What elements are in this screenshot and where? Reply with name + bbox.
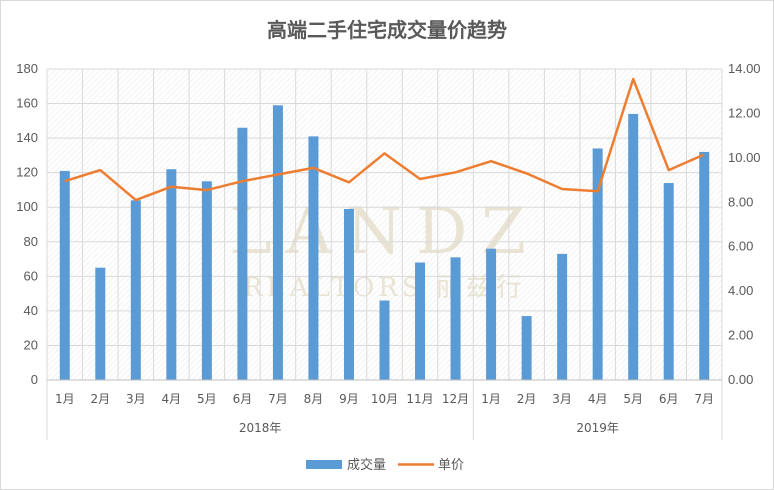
bar-series	[59, 105, 710, 381]
bar	[379, 300, 390, 380]
y-left-tick-label: 20	[24, 337, 38, 352]
bar	[592, 148, 603, 380]
y-left-tick-label: 100	[16, 199, 38, 214]
y-left-tick-label: 0	[31, 372, 38, 387]
y-left-tick-label: 60	[24, 268, 38, 283]
bar	[450, 257, 461, 380]
axes: 0 20 40 60 80 100 120 140 160 180 0.00 2.00 4.00 6.00…	[16, 61, 761, 440]
bar	[166, 169, 177, 380]
bar	[95, 267, 106, 380]
x-tick-label: 4月	[588, 392, 608, 406]
y-left-tick-label: 80	[24, 234, 38, 249]
x-tick-label: 6月	[233, 392, 253, 406]
y-left-tick-label: 40	[24, 303, 38, 318]
y-right-tick-label: 12.00	[728, 105, 761, 120]
x-tick-label: 2月	[517, 392, 537, 406]
x-tick-label: 11月	[406, 392, 433, 406]
x-tick-label: 1月	[481, 392, 501, 406]
bar	[699, 151, 710, 380]
x-tick-label: 1月	[55, 392, 75, 406]
bar	[486, 248, 497, 380]
bar	[237, 127, 248, 380]
line-series	[64, 77, 705, 202]
watermark-sub: REALTORS 丽兹行	[243, 273, 526, 303]
x-tick-label: 7月	[268, 392, 288, 406]
legend: 成交量 单价	[306, 457, 464, 473]
bar	[59, 170, 70, 380]
bar	[415, 262, 426, 380]
x-tick-label: 7月	[694, 392, 714, 406]
legend-label: 成交量	[347, 457, 386, 473]
price-line	[64, 77, 705, 202]
legend-label: 单价	[438, 458, 464, 473]
bar	[308, 136, 319, 380]
bar	[628, 113, 639, 380]
y-right-tick-label: 8.00	[728, 194, 753, 209]
y-right-tick-label: 10.00	[728, 150, 761, 165]
y-right-tick-label: 14.00	[728, 61, 761, 76]
x-group-label: 2018年	[239, 421, 282, 435]
bar	[557, 253, 568, 380]
x-tick-label: 2月	[90, 392, 110, 406]
y-right-tick-label: 0.00	[728, 372, 753, 387]
bar	[521, 316, 532, 380]
x-tick-label: 5月	[197, 392, 217, 406]
y-right-tick-label: 4.00	[728, 283, 753, 298]
x-tick-label: 9月	[339, 392, 359, 406]
x-tick-label: 5月	[623, 392, 643, 406]
y-left-tick-label: 180	[16, 61, 38, 76]
bar	[343, 208, 354, 380]
x-tick-label: 6月	[659, 392, 679, 406]
x-tick-label: 3月	[126, 392, 146, 406]
y-left-tick-label: 160	[16, 96, 38, 111]
x-tick-label: 3月	[552, 392, 572, 406]
bar	[130, 200, 141, 380]
y-left-tick-label: 140	[16, 130, 38, 145]
bar	[663, 183, 674, 380]
x-tick-label: 4月	[162, 392, 182, 406]
y-right-tick-label: 6.00	[728, 239, 753, 254]
bar	[201, 181, 212, 380]
bar	[272, 105, 283, 381]
x-tick-label: 12月	[442, 392, 469, 406]
x-tick-label: 8月	[304, 392, 324, 406]
y-left-tick-label: 120	[16, 165, 38, 180]
x-tick-label: 10月	[371, 392, 398, 406]
x-group-label: 2019年	[576, 421, 619, 435]
y-right-tick-label: 2.00	[728, 328, 753, 343]
legend-swatch-bar	[306, 460, 342, 469]
chart-title: 高端二手住宅成交量价趋势	[267, 18, 507, 42]
